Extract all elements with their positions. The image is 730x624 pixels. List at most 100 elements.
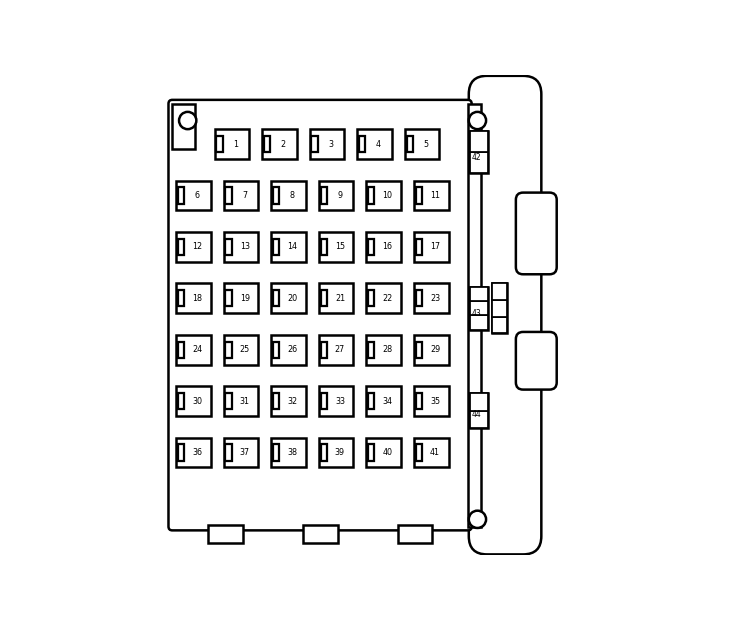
Bar [319, 335, 353, 364]
Bar [226, 393, 231, 409]
Bar [320, 444, 327, 461]
Text: 37: 37 [239, 448, 250, 457]
Text: 12: 12 [192, 242, 202, 251]
Circle shape [469, 112, 486, 129]
Bar [176, 232, 211, 262]
Text: 16: 16 [383, 242, 393, 251]
Bar [470, 394, 488, 428]
Bar [319, 283, 353, 313]
Bar [223, 232, 258, 262]
Bar [273, 239, 280, 255]
Bar [357, 129, 392, 159]
Text: 24: 24 [192, 345, 202, 354]
Text: 39: 39 [335, 448, 345, 457]
Bar [223, 283, 258, 313]
Text: 43: 43 [472, 309, 482, 318]
Text: 22: 22 [383, 294, 393, 303]
Bar [273, 341, 280, 358]
Bar [470, 131, 488, 152]
Bar [272, 180, 306, 210]
Bar [226, 341, 231, 358]
Bar [407, 136, 413, 152]
Bar [312, 136, 318, 152]
FancyBboxPatch shape [516, 193, 557, 275]
Bar [415, 290, 422, 306]
Bar [208, 525, 243, 544]
Text: 26: 26 [288, 345, 297, 354]
Text: 25: 25 [239, 345, 250, 354]
Text: 17: 17 [430, 242, 440, 251]
Bar [320, 290, 327, 306]
Bar [272, 386, 306, 416]
Bar [223, 386, 258, 416]
Bar [415, 187, 422, 203]
Text: 28: 28 [383, 345, 393, 354]
FancyBboxPatch shape [469, 76, 542, 554]
Bar [273, 444, 280, 461]
Text: 13: 13 [240, 242, 250, 251]
Text: 29: 29 [430, 345, 440, 354]
Bar [319, 437, 353, 467]
Bar [223, 437, 258, 467]
Text: 27: 27 [335, 345, 345, 354]
Bar [492, 300, 507, 316]
Bar [172, 104, 196, 149]
Bar [415, 239, 422, 255]
Bar [320, 341, 327, 358]
Bar [226, 187, 231, 203]
Text: 1: 1 [233, 140, 238, 149]
Text: 23: 23 [430, 294, 440, 303]
Bar [470, 287, 488, 329]
Bar [226, 444, 231, 461]
Bar [414, 180, 449, 210]
Text: 9: 9 [337, 191, 342, 200]
Bar [368, 393, 374, 409]
Bar [176, 386, 211, 416]
Text: 14: 14 [288, 242, 297, 251]
Text: 19: 19 [239, 294, 250, 303]
Bar [368, 341, 374, 358]
Bar [215, 129, 249, 159]
Text: 2: 2 [281, 140, 286, 149]
Bar [405, 129, 439, 159]
Bar [414, 386, 449, 416]
Bar [273, 393, 280, 409]
Bar [273, 290, 280, 306]
Text: 36: 36 [192, 448, 202, 457]
Bar [359, 136, 365, 152]
Text: 42: 42 [472, 153, 481, 162]
Text: 32: 32 [288, 397, 297, 406]
Bar [415, 341, 422, 358]
Bar [319, 232, 353, 262]
Bar [176, 180, 211, 210]
Text: 40: 40 [383, 448, 393, 457]
Bar [366, 232, 401, 262]
Bar [264, 136, 270, 152]
Bar [262, 129, 297, 159]
Text: 44: 44 [472, 411, 482, 419]
Bar [415, 393, 422, 409]
Bar [366, 386, 401, 416]
Bar [320, 187, 327, 203]
Text: 31: 31 [240, 397, 250, 406]
Bar [470, 287, 488, 301]
Bar [366, 180, 401, 210]
Bar [320, 239, 327, 255]
Bar [178, 290, 184, 306]
Text: 10: 10 [383, 191, 393, 200]
Bar [320, 393, 327, 409]
Bar [415, 444, 422, 461]
Bar [310, 129, 345, 159]
Text: 20: 20 [288, 294, 297, 303]
Text: 41: 41 [430, 448, 440, 457]
Bar [366, 335, 401, 364]
Text: 38: 38 [288, 448, 297, 457]
Text: 8: 8 [290, 191, 295, 200]
Bar [470, 394, 488, 411]
Bar [398, 525, 432, 544]
FancyBboxPatch shape [169, 100, 472, 530]
Text: 5: 5 [423, 140, 429, 149]
Bar [178, 239, 184, 255]
Bar [368, 239, 374, 255]
Text: 35: 35 [430, 397, 440, 406]
